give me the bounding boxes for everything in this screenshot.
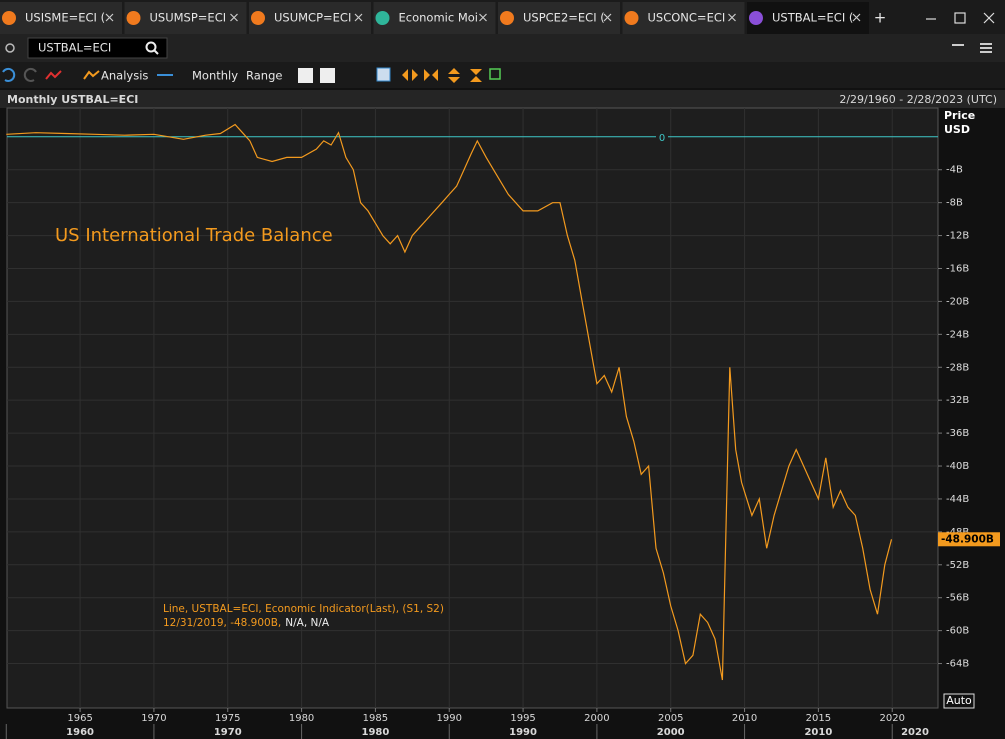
plot-area <box>6 107 939 709</box>
decade-label: 1960 <box>66 727 94 738</box>
tab[interactable] <box>747 2 869 34</box>
tab-icon <box>251 11 265 25</box>
search-text[interactable]: USTBAL=ECI <box>38 41 111 55</box>
x-tick-label: 1985 <box>363 713 388 724</box>
chart-header <box>0 90 1005 108</box>
chart-header-title: Monthly USTBAL=ECI <box>7 93 138 106</box>
x-tick-label: 2015 <box>806 713 831 724</box>
series-line <box>6 123 893 681</box>
y-tick-label: -44B <box>946 494 969 505</box>
undo-icon[interactable] <box>2 67 16 82</box>
axis-header: Price <box>944 109 975 122</box>
toolbar <box>0 62 1005 88</box>
tab-icon <box>126 11 141 25</box>
tab-label[interactable]: Economic Moi <box>399 11 478 25</box>
y-tick-label: -64B <box>946 659 969 670</box>
decade-label: 1980 <box>361 727 389 738</box>
decade-label: 2010 <box>804 727 832 738</box>
x-tick-label: 1995 <box>510 713 535 724</box>
x-tick-label: 2020 <box>879 713 904 724</box>
axis-header: USD <box>944 123 970 136</box>
tab-icon <box>2 11 16 25</box>
tab-icon <box>375 11 390 25</box>
tab-label[interactable]: USPCE2=ECI ( <box>523 11 605 25</box>
tab-label[interactable]: USISME=ECI ( <box>25 11 105 25</box>
x-tick-label: 1975 <box>215 713 240 724</box>
analysis-icon[interactable] <box>83 70 100 80</box>
decade-label: 2000 <box>657 727 685 738</box>
line-style-icon[interactable] <box>45 70 62 80</box>
x-tick-label: 2005 <box>658 713 683 724</box>
y-tick-label: -32B <box>946 395 969 406</box>
tab-close[interactable] <box>603 13 612 22</box>
search-icon <box>153 49 159 55</box>
x-tick-label: 2000 <box>584 713 609 724</box>
x-tick-label: 2010 <box>732 713 757 724</box>
annotation: US International Trade Balance <box>55 225 333 246</box>
y-tick-label: -24B <box>946 329 969 340</box>
y-tick-label: -4B <box>946 165 963 176</box>
tab[interactable] <box>249 2 371 34</box>
y-tick-label: -8B <box>946 198 963 209</box>
y-tick-label: -52B <box>946 560 969 571</box>
legend-line: Line, USTBAL=ECI, Economic Indicator(Las… <box>163 603 444 615</box>
tab-close[interactable] <box>728 13 736 22</box>
x-tick-label: 1980 <box>289 713 314 724</box>
x-tick-label: 1990 <box>437 713 462 724</box>
tab-close[interactable] <box>479 13 487 22</box>
y-tick-label: -12B <box>946 231 969 242</box>
tab-label[interactable]: USCONC=ECI <box>648 11 726 25</box>
tab-icon <box>749 11 763 25</box>
y-tick-label: -56B <box>946 593 969 604</box>
tab-close[interactable] <box>852 13 861 22</box>
tab-close[interactable] <box>354 13 363 22</box>
tab-label[interactable]: USUMCP=ECI <box>274 11 351 25</box>
y-tick-label: -16B <box>946 263 969 274</box>
tab[interactable] <box>124 2 247 34</box>
last-value-label: -48.900B <box>941 533 994 545</box>
toolbar-button[interactable]: Monthly <box>192 69 238 83</box>
chart: -4B -8B -12B -16B -20B -24B -28B -32B -36B -40B -4… <box>5 108 1000 739</box>
legend-line: N/A, N/A <box>285 617 330 629</box>
y-tick-label: -60B <box>946 626 969 637</box>
window-controls[interactable] <box>926 12 995 24</box>
decade-label: 1990 <box>509 727 537 738</box>
legend-line: 12/31/2019, -48.900B, <box>163 617 281 629</box>
auto-button-label[interactable]: Auto <box>946 694 972 707</box>
link-icon[interactable] <box>5 43 15 53</box>
toolbar-button[interactable]: Analysis <box>101 69 148 83</box>
chart-header-range: 2/29/1960 - 2/28/2023 (UTC) <box>839 93 997 106</box>
y-tick-label: -28B <box>946 362 969 373</box>
toolbar-button[interactable]: Range <box>246 69 282 83</box>
tab-label[interactable]: USUMSP=ECI <box>150 11 227 25</box>
y-tick-label: -20B <box>946 296 969 307</box>
new-tab[interactable]: + <box>874 9 887 27</box>
search-box[interactable] <box>27 37 168 59</box>
search-icon[interactable] <box>145 41 157 53</box>
decade-label: 2020 <box>901 727 929 738</box>
tab[interactable] <box>498 2 620 34</box>
tab[interactable] <box>622 2 745 34</box>
tab-label[interactable]: USTBAL=ECI ( <box>772 11 853 25</box>
tab-close[interactable] <box>105 13 114 22</box>
y-tick-label: -40B <box>946 461 969 472</box>
right-icons[interactable] <box>952 43 992 53</box>
tab-close[interactable] <box>230 13 238 22</box>
x-tick-label: 1970 <box>141 713 166 724</box>
auto-button[interactable] <box>943 693 975 709</box>
tab-icon <box>500 11 514 25</box>
zero-label: 0 <box>659 133 665 144</box>
decade-label: 1970 <box>214 727 242 738</box>
tab[interactable] <box>373 2 496 34</box>
y-tick-label: -36B <box>946 428 969 439</box>
tool-icons[interactable] <box>298 67 501 83</box>
tabs: USISME=ECI ( USUMSP=ECI USUMCP=ECI Economic… <box>0 2 869 34</box>
redo-icon[interactable] <box>23 67 37 82</box>
last-value-tag <box>938 532 1000 547</box>
tab[interactable] <box>0 2 122 34</box>
zero-label-bg <box>656 130 668 143</box>
tab-icon <box>624 11 639 25</box>
x-tick-label: 1965 <box>67 713 92 724</box>
